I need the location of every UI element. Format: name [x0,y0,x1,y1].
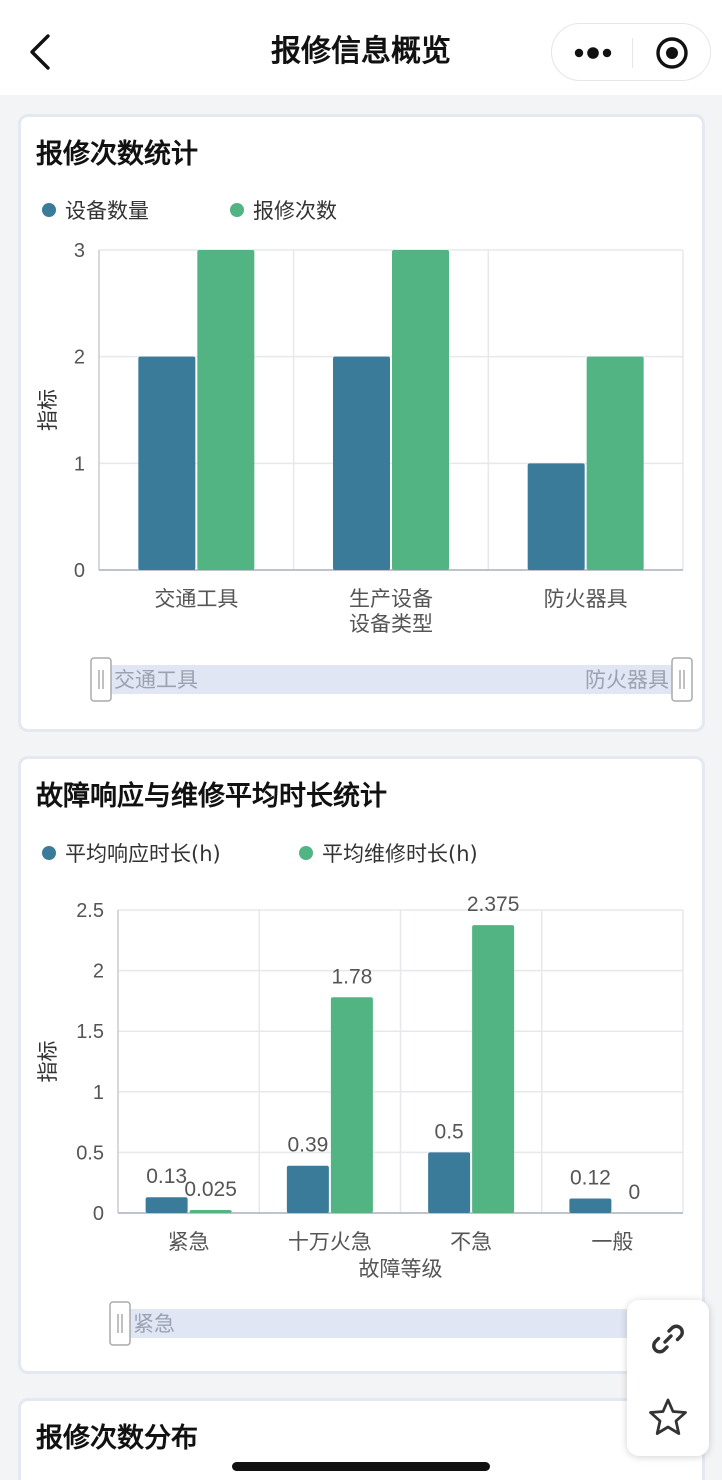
nav-bar: 报修信息概览 [0,0,722,95]
x-tick-label: 紧急 [168,1231,210,1254]
datazoom-start-label: 紧急 [133,1313,175,1336]
page-title: 报修信息概览 [271,34,451,69]
datazoom-start-handle [109,1301,131,1346]
legend-item-repair-count[interactable]: 报修次数 [230,195,337,225]
legend-label: 报修次数 [253,199,337,223]
home-indicator [232,1462,490,1471]
legend-label: 平均响应时长(h) [65,842,221,866]
y-tick-label: 1 [74,453,85,475]
legend-label: 平均维修时长(h) [322,842,478,866]
legend-marker [230,203,244,217]
x-tick-label: 不急 [450,1231,492,1254]
y-tick-label: 0 [93,1203,104,1225]
y-tick-label: 0 [74,560,85,582]
bar [286,1165,329,1213]
data-label: 2.375 [467,893,520,916]
data-label: 0.5 [435,1120,464,1143]
chevron-left-icon [30,34,50,70]
bar [392,250,449,570]
bar [333,356,390,570]
bar [586,356,644,570]
datazoom-start-handle [90,657,112,702]
datazoom-track [120,1309,708,1338]
x-tick-label: 交通工具 [154,588,238,611]
data-label: 0.39 [287,1134,328,1157]
datazoom-end-label: 防火器具 [585,669,669,692]
data-label: 0.025 [184,1178,237,1201]
y-axis-title: 指标 [37,389,60,431]
repair-count-card: 报修次数统计 设备数量 报修次数 0 1 2 3 交通工具 生产设备 防火器具 设备类型 指标交… [18,114,705,732]
card-title: 报修次数分布 [36,1423,198,1454]
share-link-button[interactable] [627,1300,709,1378]
datazoom-end-handle [671,657,693,702]
bar [330,997,373,1213]
data-label: 0.12 [570,1166,611,1189]
legend-label: 设备数量 [65,199,149,223]
bar [189,1209,232,1213]
legend-item-avg-response[interactable]: 平均响应时长(h) [42,838,221,868]
more-button[interactable] [552,24,632,82]
datazoom-start-label: 交通工具 [114,669,198,692]
x-tick-label: 十万火急 [288,1231,372,1254]
response-duration-chart: 0 0.5 1 1.5 2 2.5 0.130.025 紧急 0.39 1.78 十万火急 0.5 2.… [37,893,708,1346]
y-tick-label: 2 [74,347,85,369]
legend-marker [42,846,56,860]
back-button[interactable] [22,30,62,74]
capsule-divider [632,38,633,68]
y-axis-title: 指标 [37,1041,60,1083]
data-label: 0.13 [146,1165,187,1188]
card-title: 故障响应与维修平均时长统计 [36,781,387,812]
favorite-button[interactable] [627,1378,709,1456]
data-label: 1.78 [331,965,372,988]
y-tick-label: 1.5 [76,1021,104,1043]
bar [145,1197,188,1213]
bar [197,250,255,570]
close-button[interactable] [633,24,712,82]
data-label: 0 [629,1181,641,1204]
more-dots-icon [574,47,612,59]
star-icon [649,1398,687,1435]
response-duration-card: 故障响应与维修平均时长统计 平均响应时长(h) 平均维修时长(h) 0 0.5 1 1… [18,756,708,1374]
x-tick-label: 生产设备 [349,588,433,611]
bar [428,1152,471,1213]
bar [527,463,585,570]
legend-marker [42,203,56,217]
y-tick-label: 0.5 [76,1142,104,1164]
bar [569,1198,612,1213]
y-tick-label: 3 [74,240,85,262]
bar [472,925,515,1213]
link-icon [652,1324,684,1354]
datazoom-track [101,665,682,694]
y-tick-label: 1 [93,1082,104,1104]
card-title: 报修次数统计 [36,139,198,170]
bar [138,356,196,570]
y-tick-label: 2.5 [76,900,104,922]
x-axis-title: 故障等级 [359,1258,443,1281]
mini-program-capsule [551,23,711,81]
target-icon [656,37,688,69]
legend-item-device-count[interactable]: 设备数量 [42,195,149,225]
y-tick-label: 2 [93,961,104,983]
legend-marker [299,846,313,860]
x-tick-label: 防火器具 [544,588,628,611]
floating-action-panel [627,1300,709,1456]
x-axis-title: 设备类型 [349,613,433,636]
legend-item-avg-repair[interactable]: 平均维修时长(h) [299,838,478,868]
x-tick-label: 一般 [591,1231,633,1254]
